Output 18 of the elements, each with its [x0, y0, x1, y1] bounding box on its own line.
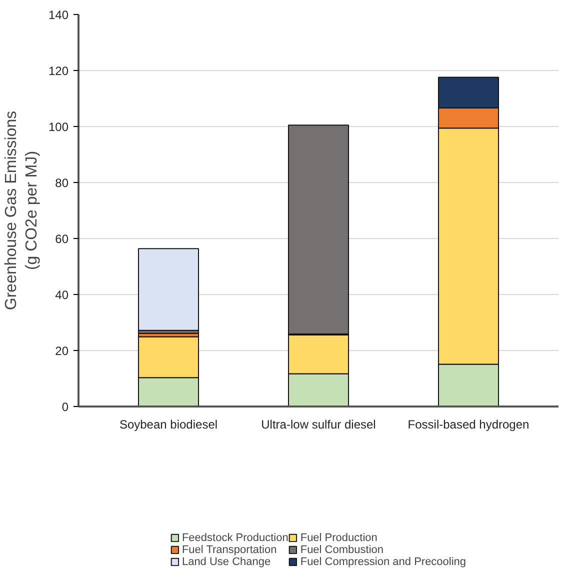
- legend-label: Fuel Combustion: [300, 544, 384, 556]
- legend-label: Fuel Production: [300, 532, 378, 544]
- y-tick-label: 140: [48, 8, 69, 22]
- x-tick-label: Ultra-low sulfur diesel: [261, 418, 376, 432]
- y-tick-label: 100: [48, 120, 69, 134]
- legend-label: Land Use Change: [182, 556, 271, 568]
- x-tick-label: Soybean biodiesel: [119, 418, 218, 432]
- y-tick-label: 40: [55, 288, 69, 302]
- legend-label: Fuel Transportation: [182, 544, 277, 556]
- y-tick-label: 120: [48, 64, 69, 78]
- y-tick-label: 20: [55, 344, 69, 358]
- legend-label: Fuel Compression and Precooling: [300, 556, 466, 568]
- x-tick-label: Fossil-based hydrogen: [408, 418, 530, 432]
- legend-label: Feedstock Production: [182, 532, 288, 544]
- y-tick-label: 60: [55, 232, 69, 246]
- y-tick-label: 80: [55, 176, 69, 190]
- y-axis-title: Greenhouse Gas Emissions (g CO2e per MJ): [3, 110, 40, 310]
- y-tick-label: 0: [62, 400, 69, 414]
